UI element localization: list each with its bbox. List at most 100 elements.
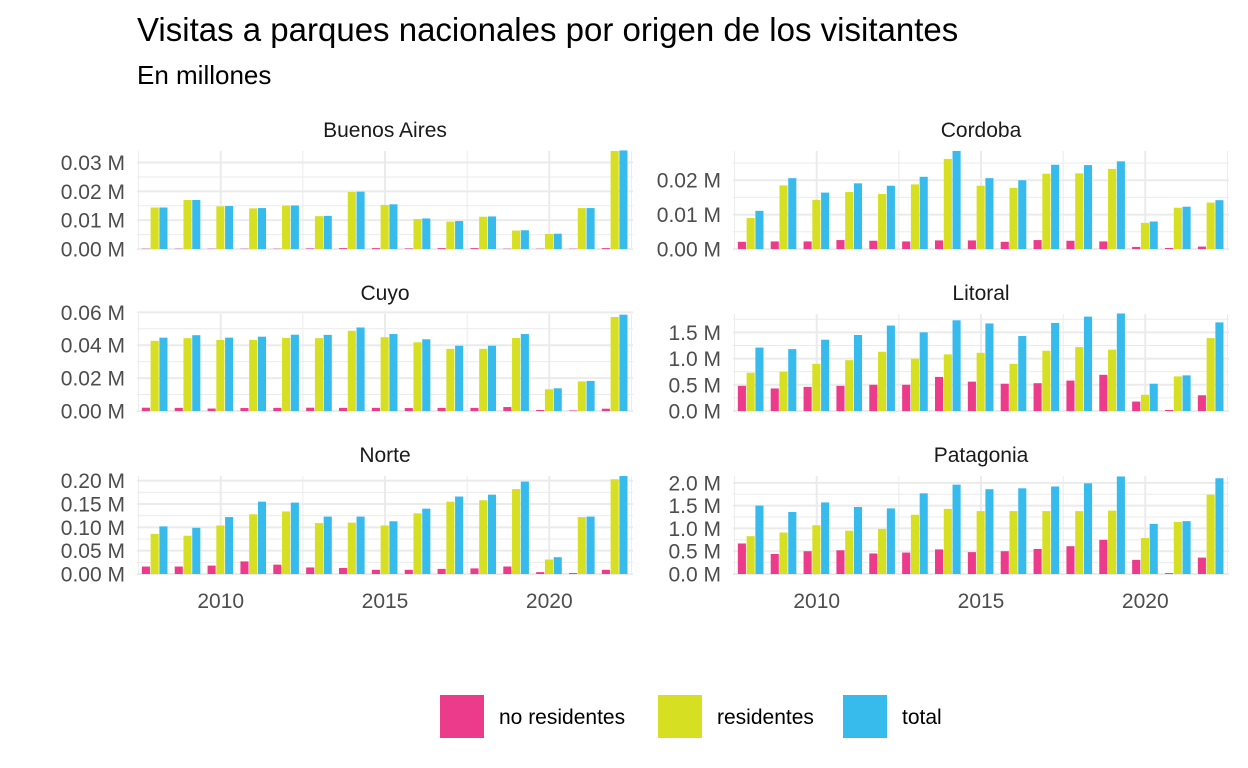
bar-no-residentes (437, 407, 446, 411)
bar-total (1051, 322, 1060, 411)
bar-total (619, 476, 628, 574)
bar-total (553, 233, 562, 249)
bar-no-residentes (437, 248, 446, 249)
bar-total (1182, 375, 1191, 411)
x-tick-label: 2020 (1122, 590, 1169, 613)
bar-no-residentes (934, 376, 944, 411)
bar-total (821, 502, 830, 574)
bar-total (788, 178, 797, 249)
bar-total (257, 208, 267, 249)
bar-no-residentes (601, 408, 610, 411)
bar-total (1215, 200, 1224, 249)
bar-total (586, 516, 595, 574)
legend-label: residentes (717, 706, 814, 729)
y-tick-label: 0.00 M (61, 239, 125, 262)
x-tick-label: 2015 (362, 590, 409, 613)
bar-no-residentes (869, 553, 878, 574)
bar-total (586, 380, 595, 411)
x-tick-label: 2010 (793, 590, 840, 613)
bar-residentes (610, 479, 619, 574)
x-tick-label: 2010 (197, 590, 244, 613)
bar-no-residentes (371, 569, 380, 574)
bar-no-residentes (1000, 383, 1009, 411)
bar-residentes (544, 234, 554, 249)
bar-no-residentes (1066, 546, 1075, 574)
bar-no-residentes (803, 386, 812, 411)
bar-residentes (1009, 187, 1018, 249)
bar-total (290, 502, 299, 574)
bar-no-residentes (1164, 573, 1174, 574)
bar-no-residentes (1066, 240, 1075, 249)
bar-no-residentes (869, 384, 878, 411)
panel-buenos-aires: Buenos Aires 0.00 M 0.01 M 0.02 M 0.03 M (61, 119, 633, 262)
x-tick-label: 2020 (526, 590, 573, 613)
legend-item-residentes: residentes (658, 695, 814, 738)
bar-residentes (746, 372, 755, 411)
bar-total (886, 185, 895, 249)
x-tick-label: 2015 (958, 590, 1005, 613)
bar-no-residentes (306, 248, 315, 249)
bar-no-residentes (273, 564, 282, 574)
bar-residentes (976, 352, 985, 411)
y-tick-label: 2.0 M (668, 472, 721, 495)
legend-item-no-residentes: no residentes (440, 695, 625, 738)
bar-no-residentes (1000, 241, 1009, 249)
chart-subtitle: En millones (137, 60, 271, 90)
bar-residentes (610, 151, 619, 249)
bar-residentes (380, 337, 389, 411)
bar-residentes (1009, 363, 1018, 411)
y-tick-label: 1.5 M (668, 495, 721, 518)
legend-swatch (440, 695, 484, 738)
bar-total (389, 204, 398, 249)
bar-total (985, 489, 994, 574)
bar-total (192, 335, 201, 411)
bar-residentes (347, 191, 356, 249)
bar-no-residentes (141, 566, 150, 574)
bar-residentes (1206, 202, 1215, 249)
bar-total (290, 205, 299, 249)
bar-residentes (216, 206, 225, 249)
bar-no-residentes (536, 572, 545, 574)
bar-no-residentes (737, 543, 746, 574)
bar-no-residentes (737, 241, 746, 249)
bar-residentes (1206, 494, 1215, 574)
bar-no-residentes (869, 240, 878, 249)
bar-residentes (746, 536, 755, 574)
y-tick-label: 0.02 M (61, 181, 125, 204)
bar-residentes (779, 371, 788, 411)
bar-residentes (577, 517, 586, 574)
bar-residentes (1173, 376, 1182, 411)
bar-residentes (183, 338, 192, 411)
bar-total (952, 320, 961, 411)
bar-residentes (1075, 347, 1084, 411)
bar-total (356, 191, 365, 249)
bar-no-residentes (338, 248, 348, 249)
panel-norte: Norte 0.00 M0.05 M0.10 M0.15 M0.20 M 2010 2… (61, 444, 633, 613)
bar-total (487, 494, 497, 574)
y-tick-label: 0.04 M (61, 335, 125, 358)
bar-residentes (479, 500, 488, 574)
facet-title-litoral: Litoral (952, 282, 1009, 305)
legend: no residentes residentes total (440, 695, 942, 738)
bar-total (755, 347, 764, 411)
legend-swatch (843, 695, 887, 738)
bar-residentes (150, 207, 159, 249)
bar-no-residentes (174, 566, 183, 574)
bar-residentes (812, 525, 821, 574)
bar-residentes (249, 339, 258, 411)
bar-residentes (577, 208, 586, 249)
bar-no-residentes (404, 248, 413, 249)
bar-no-residentes (503, 407, 512, 411)
y-tick-label: 0.10 M (61, 517, 125, 540)
bar-total (323, 215, 332, 249)
bar-total (192, 200, 201, 249)
bar-total (853, 183, 863, 249)
bar-total (1018, 180, 1027, 249)
bar-total (755, 210, 764, 249)
bar-residentes (910, 514, 920, 574)
bar-total (422, 218, 431, 249)
bar-no-residentes (803, 241, 812, 249)
bar-total (788, 349, 797, 411)
bar-no-residentes (207, 408, 216, 411)
